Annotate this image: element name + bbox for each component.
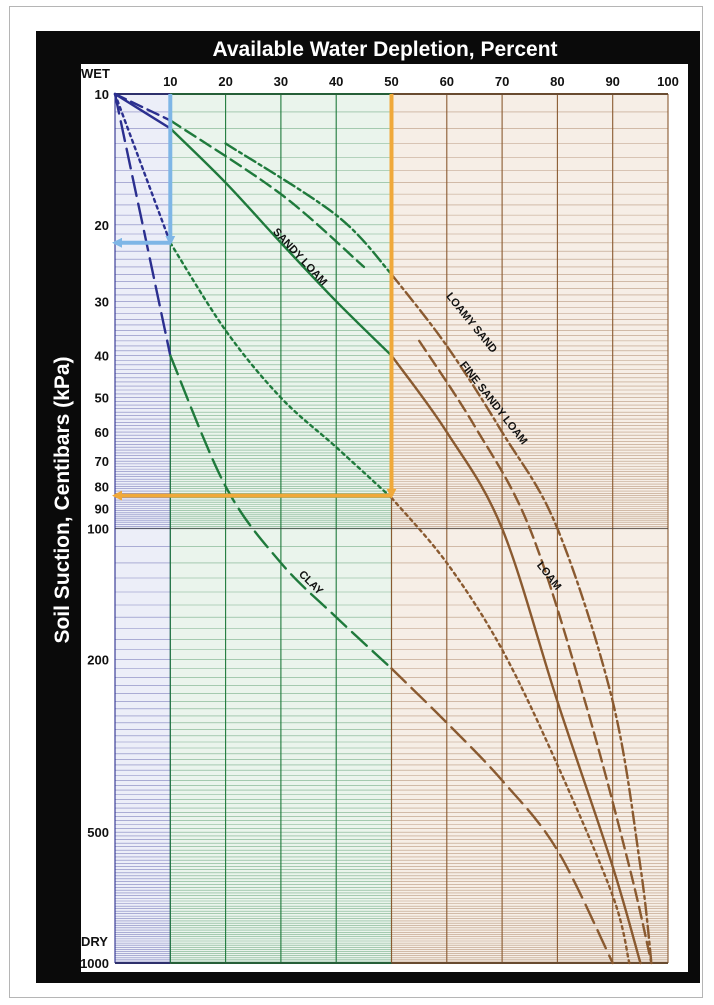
y-axis-label: Soil Suction, Centibars (kPa) [51, 356, 74, 643]
y-tick-label-50: 50 [95, 391, 109, 406]
y-tick-label-1000: 1000 [80, 956, 109, 971]
y-tick-label-10: 10 [95, 87, 109, 102]
y-tick-label-100: 100 [87, 522, 109, 537]
y-tick-label-70: 70 [95, 454, 109, 469]
series-line-sandy-loam-seg0 [113, 92, 172, 130]
y-tick-label-500: 500 [87, 825, 109, 840]
series-line-clay-seg0 [113, 92, 172, 357]
x-tick-label-40: 40 [329, 74, 343, 89]
x-tick-label-50: 50 [384, 74, 398, 89]
series-line-loam-seg0 [113, 92, 172, 244]
dry-label: DRY [81, 934, 108, 949]
y-tick-label-200: 200 [87, 652, 109, 667]
series-line-loamy-sand-seg2 [390, 273, 653, 965]
wet-label: WET [81, 66, 110, 81]
chart-title: Available Water Depletion, Percent [212, 38, 557, 61]
x-tick-label-30: 30 [274, 74, 288, 89]
x-tick-label-60: 60 [440, 74, 454, 89]
annotation-layer [112, 94, 397, 501]
series-layer [113, 92, 653, 965]
series-line-sandy-loam-seg1 [169, 127, 393, 357]
series-line-loam-seg2 [390, 496, 631, 965]
y-tick-label-60: 60 [95, 425, 109, 440]
y-tick-label-40: 40 [95, 349, 109, 364]
series-line-loamy-sand-seg1 [224, 142, 393, 276]
y-tick-label-20: 20 [95, 218, 109, 233]
y-tick-label-30: 30 [95, 294, 109, 309]
series-line-fine-sandy-loam-seg1 [169, 119, 366, 269]
series-line-clay-seg1 [169, 354, 393, 670]
x-tick-label-80: 80 [550, 74, 564, 89]
series-line-sandy-loam-seg2 [390, 354, 642, 965]
series-line-clay-seg2 [390, 667, 614, 965]
series-line-fine-sandy-loam-seg2 [418, 339, 653, 965]
x-tick-label-90: 90 [605, 74, 619, 89]
x-tick-label-20: 20 [218, 74, 232, 89]
x-tick-label-70: 70 [495, 74, 509, 89]
y-tick-label-90: 90 [95, 502, 109, 517]
x-tick-label-100: 100 [657, 74, 679, 89]
y-tick-label-80: 80 [95, 479, 109, 494]
outer-border [9, 6, 703, 998]
x-tick-label-10: 10 [163, 74, 177, 89]
ticks-layer: 10 20 30 40 50 60 70 80 90 100 10 20 30 40 50 60 70 80 90 1… [80, 66, 679, 971]
